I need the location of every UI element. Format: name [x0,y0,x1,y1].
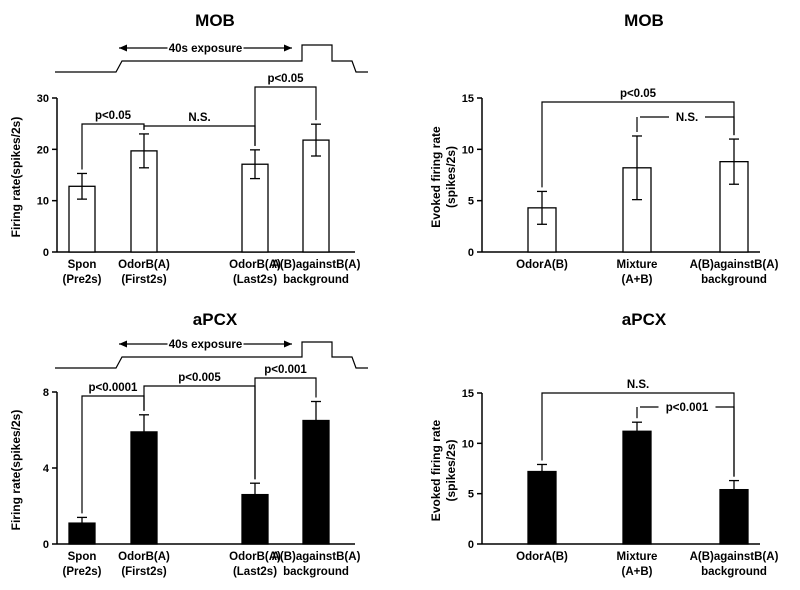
exposure-label: 40s exposure [169,43,243,55]
y-axis-label: Firing rate(spikes/2s) [9,410,23,531]
significance-label-2: p<0.005 [178,372,221,384]
y-tick-label: 5 [468,196,474,208]
significance-label-2: N.S. [676,112,698,124]
x-tick-label-1: Spon (Pre2s) [63,551,102,578]
exposure-arrow-left-head [119,44,127,52]
y-tick-label: 0 [43,539,49,551]
y-tick-label: 0 [43,247,49,259]
significance-bracket-2 [143,385,256,480]
y-tick-label: 10 [462,438,474,450]
bar-2 [622,430,652,545]
y-axis-label-group: Firing rate(spikes/2s) [9,117,23,238]
significance-bracket-3 [254,86,317,146]
x-tick-label-4: A(B)againstB(A) background [272,551,361,578]
chart-panel-4: aPCX 0 5 10 15 Evoked firing rate(spikes/2s) O… [429,310,779,578]
y-tick-label: 10 [462,144,474,156]
significance-label-2: N.S. [188,112,210,124]
x-tick-label-3: OdorB(A) (Last2s) [229,259,281,286]
y-tick-label: 4 [43,463,50,475]
x-tick-label-4: A(B)againstB(A) background [272,259,361,286]
y-tick-label: 20 [37,144,49,156]
bar-1 [527,470,557,545]
chart-title: MOB [195,11,235,30]
y-axis-label: Firing rate(spikes/2s) [9,117,23,238]
y-axis-label-group: Evoked firing rate(spikes/2s) [429,126,458,228]
bracket-label-bg [669,109,705,123]
exposure-trace [55,341,368,369]
y-axis-label-group: Firing rate(spikes/2s) [9,410,23,531]
chart-panel-2: MOB 0 5 10 15 Evoked firing rate(spikes/2s) Od… [429,11,779,286]
y-tick-label: 15 [462,388,474,400]
x-tick-label-2: OdorB(A) (First2s) [118,551,170,578]
exposure-trace [55,44,368,73]
significance-label-3: p<0.001 [264,364,307,376]
significance-label-1: p<0.05 [95,110,132,122]
x-tick-label-3: A(B)againstB(A) background [690,259,779,286]
chart-title: MOB [624,11,664,30]
exposure-label: 40s exposure [169,339,243,351]
exposure-label-bg [167,40,244,55]
y-tick-label: 10 [37,196,49,208]
exposure-arrow-left-head [119,340,127,348]
significance-bracket-3 [254,377,317,480]
y-tick-label: 8 [43,387,49,399]
bracket-label-bg [658,399,716,413]
y-tick-label: 30 [37,93,49,105]
y-axis-label-group: Evoked firing rate(spikes/2s) [429,420,458,522]
exposure-label-bg [167,336,244,351]
significance-bracket-2 [143,125,256,146]
exposure-arrow-right-head [284,340,292,348]
significance-label-1: N.S. [627,379,649,391]
x-tick-label-3: A(B)againstB(A) background [690,551,779,578]
x-tick-label-2: Mixture (A+B) [617,259,658,286]
y-tick-label: 15 [462,93,474,105]
x-tick-label-1: OdorA(B) [516,259,568,271]
x-tick-label-3: OdorB(A) (Last2s) [229,551,281,578]
chart-title: aPCX [622,310,667,329]
x-tick-label-1: OdorA(B) [516,551,568,563]
significance-label-1: p<0.0001 [89,382,139,394]
x-tick-label-2: Mixture (A+B) [617,551,658,578]
bar-4 [302,139,330,253]
y-tick-label: 0 [468,247,474,259]
bar-2 [130,431,158,545]
y-axis-label: Evoked firing rate(spikes/2s) [429,126,458,228]
chart-panel-3: aPCX 40s exposure 0 4 8 Firing rate(spikes/2s… [9,310,368,578]
y-tick-label: 0 [468,539,474,551]
significance-label-3: p<0.05 [267,73,304,85]
exposure-arrow-right-head [284,44,292,52]
chart-panel-1: MOB 40s exposure 0 10 20 30 Firing rate(spikes… [9,11,368,286]
x-tick-label-1: Spon (Pre2s) [63,259,102,286]
x-tick-label-2: OdorB(A) (First2s) [118,259,170,286]
y-tick-label: 5 [468,489,474,501]
chart-title: aPCX [193,310,238,329]
significance-label-1: p<0.05 [620,88,657,100]
significance-label-2: p<0.001 [666,402,709,414]
y-axis-label: Evoked firing rate(spikes/2s) [429,420,458,522]
significance-bracket-2 [640,406,735,477]
